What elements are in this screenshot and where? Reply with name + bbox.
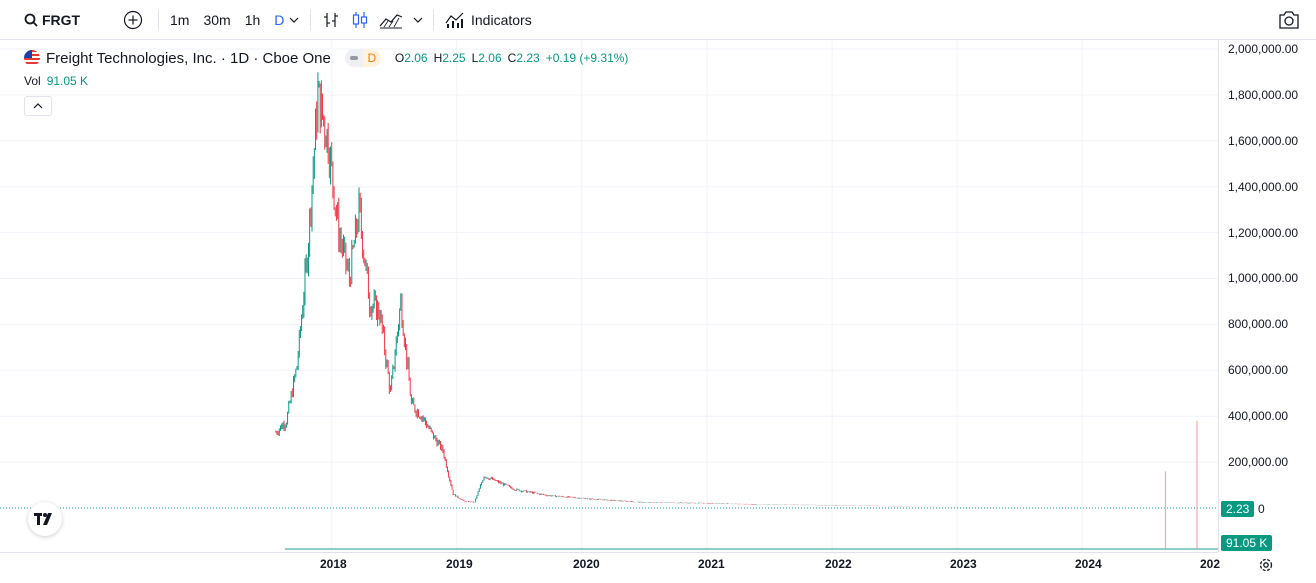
area-style-button[interactable] [378,10,404,30]
tradingview-logo[interactable] [28,502,62,536]
chevron-down-icon [413,17,423,23]
high-key: H [433,51,443,65]
time-tick: 2020 [573,557,600,571]
search-icon [24,13,38,27]
close-value: 2.23 [516,51,540,65]
gear-icon [1259,558,1273,572]
interval-1m[interactable]: 1m [170,12,190,28]
chart-type-dropdown[interactable] [407,10,429,30]
price-tick: 1,000,000.00 [1228,271,1299,285]
price-chart[interactable] [0,40,1218,552]
time-tick: 202 [1200,557,1221,571]
close-key: C [507,51,517,65]
price-tick: 2,000,000.00 [1228,42,1299,56]
volume-badge: 91.05 K [1221,535,1273,551]
low-value: 2.06 [478,51,502,65]
price-tick: 0 [1258,502,1265,516]
indicators-label: Indicators [471,12,532,28]
delayed-badge: D [362,49,381,67]
price-axis[interactable] [1218,40,1316,552]
interval-dropdown[interactable] [283,10,305,30]
time-tick: 2019 [446,557,473,571]
camera-icon [1279,11,1299,29]
volume-key: Vol [24,74,41,88]
high-value: 2.25 [442,51,466,65]
area-chart-icon [379,14,403,29]
volume-legend: Vol 91.05 K [24,74,88,88]
market-status-pill[interactable]: D [344,49,381,67]
tradingview-logo-icon [34,513,52,525]
open-value: 2.06 [404,51,428,65]
screenshot-button[interactable] [1278,10,1300,35]
compare-symbol-button[interactable] [123,10,143,30]
collapse-legend-button[interactable] [24,96,52,116]
us-flag-icon [24,50,40,66]
top-toolbar: FRGT 1m 30m 1h D Indicators [0,0,1316,40]
interval-30m[interactable]: 30m [203,12,231,28]
indicators-icon [445,12,464,28]
interval-1h[interactable]: 1h [244,12,261,28]
toolbar-divider [158,10,159,30]
price-tick: 1,400,000.00 [1228,180,1299,194]
time-tick: 2023 [950,557,977,571]
low-key: L [471,51,479,65]
plus-circle-icon [123,10,143,30]
time-tick: 2024 [1075,557,1102,571]
candles-style-button[interactable] [349,10,371,30]
price-tick: 1,200,000.00 [1228,226,1299,240]
ohlc-values: O2.06 H2.25 L2.06 C2.23 +0.19 (+9.31%) [395,51,629,65]
open-key: O [394,51,405,65]
symbol-search-button[interactable]: FRGT [24,0,80,40]
price-tick: 1,600,000.00 [1228,134,1299,148]
interval-group: 1m 30m 1h D [170,0,298,40]
price-tick: 1,800,000.00 [1228,88,1299,102]
indicators-button[interactable]: Indicators [445,0,532,40]
change-value: +0.19 (+9.31%) [545,51,629,65]
price-tick: 200,000.00 [1228,455,1289,469]
chevron-up-icon [33,103,43,109]
toolbar-divider [310,10,311,30]
eye-toggle[interactable] [344,49,363,67]
time-tick: 2022 [825,557,852,571]
price-tick: 600,000.00 [1228,363,1289,377]
price-tick: 800,000.00 [1228,317,1289,331]
bar-style-button[interactable] [320,10,342,30]
volume-value: 91.05 K [46,74,89,88]
time-tick: 2018 [320,557,347,571]
symbol-name: FRGT [42,12,81,28]
price-tick: 400,000.00 [1228,409,1289,423]
bars-icon [324,13,338,27]
symbol-legend: Freight Technologies, Inc. · 1D · Cboe O… [24,48,628,68]
time-axis[interactable] [0,552,1218,583]
toolbar-divider [433,10,434,30]
chevron-down-icon [289,17,299,23]
time-tick: 2021 [698,557,725,571]
last-price-badge: 2.23 [1221,501,1255,517]
chart-settings-button[interactable] [1258,557,1274,578]
candles-icon [352,12,368,28]
symbol-title[interactable]: Freight Technologies, Inc. · 1D · Cboe O… [46,49,331,67]
interval-d[interactable]: D [274,12,285,28]
